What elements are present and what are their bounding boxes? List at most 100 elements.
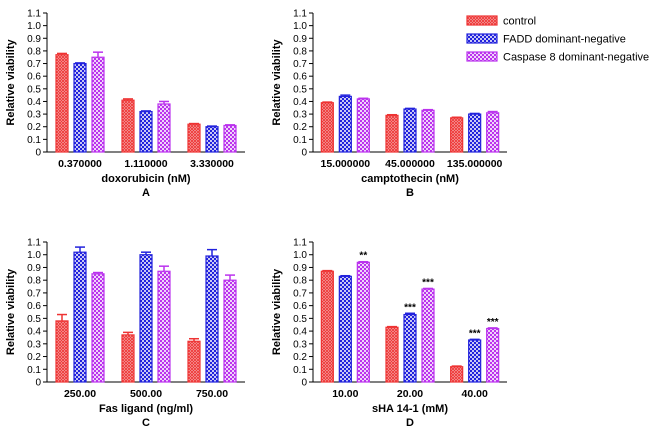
bar-caspase-8-dominant-negative-2 <box>223 279 237 383</box>
x-axis-title: Fas ligand (ng/ml) <box>99 403 193 415</box>
y-tick-label: 0.4 <box>293 327 307 338</box>
x-tick-label: 750.00 <box>196 388 228 400</box>
x-tick-label: 500.00 <box>130 388 162 400</box>
y-tick-label: 0.5 <box>293 314 307 325</box>
legend: control FADD dominant-negative Caspase 8 d… <box>466 15 649 64</box>
y-tick-label: 0.4 <box>27 327 41 338</box>
y-tick-label: 0.7 <box>293 288 307 299</box>
y-tick-label: 0.3 <box>293 339 307 350</box>
x-axis-title: sHA 14-1 (mM) <box>372 403 448 415</box>
bar-control-1 <box>385 326 399 383</box>
legend-label: FADD dominant-negative <box>503 34 626 46</box>
y-tick-label: 0.5 <box>27 314 41 325</box>
y-tick-label: 0.4 <box>293 97 307 108</box>
x-tick-label: 10.00 <box>332 388 358 400</box>
y-tick-label: 0 <box>301 378 307 389</box>
bar-fadd-dominant-negative-1 <box>139 254 153 383</box>
y-tick-label: 0.4 <box>27 97 41 108</box>
chart-panel-c: 0 0.1 0.2 0.30.4 0.5 0.6 0.70.8 0.9 1.01.1 Relati… <box>5 238 245 429</box>
y-tick-label: 1.1 <box>293 9 307 20</box>
x-axis-title: camptothecin (nM) <box>361 173 459 185</box>
y-tick-label: 0.2 <box>293 352 307 363</box>
y-tick-label: 0.1 <box>293 365 307 376</box>
bar-control-1 <box>121 99 135 153</box>
bar-fadd-dominant-negative-0 <box>338 95 352 153</box>
y-tick-label: 0.3 <box>27 339 41 350</box>
y-tick-label: 0.8 <box>27 46 41 57</box>
bar-control-1 <box>121 334 135 383</box>
y-tick-label: 1.1 <box>27 238 41 249</box>
legend-label: control <box>503 16 536 28</box>
bar-caspase-8-dominant-negative-0 <box>91 273 105 383</box>
y-tick-label: 1.0 <box>293 250 307 261</box>
y-tick-label: 0.6 <box>293 72 307 83</box>
x-tick-label: 20.00 <box>397 388 423 400</box>
y-tick-label: 1.1 <box>293 238 307 249</box>
y-tick-label: 0.6 <box>293 301 307 312</box>
bar-control-0 <box>320 102 334 153</box>
bar-caspase-8-dominant-negative-1 <box>421 109 435 153</box>
bar-caspase-8-dominant-negative-2 <box>223 124 237 153</box>
y-tick-label: 0.9 <box>293 263 307 274</box>
x-axis-title: doxorubicin (nM) <box>101 173 191 185</box>
x-tick-label: 135.000000 <box>447 158 503 170</box>
y-tick-label: 0.8 <box>293 276 307 287</box>
bar-fadd-dominant-negative-2 <box>205 126 219 153</box>
y-axis-title: Relative viability <box>5 268 17 355</box>
bar-fadd-dominant-negative-1 <box>403 108 417 153</box>
x-tick-label: 250.00 <box>64 388 96 400</box>
bar-control-1 <box>385 114 399 153</box>
bar-caspase-8-dominant-negative-1 <box>421 288 435 383</box>
panels: 00.10.20.30.40.50.60.70.80.91.01.1Relati… <box>5 9 507 429</box>
significance-label: ** <box>359 251 367 262</box>
x-tick-label: 15.000000 <box>321 158 371 170</box>
bar-fadd-dominant-negative-1 <box>403 313 417 383</box>
panel-letter: D <box>406 417 414 429</box>
legend-swatch <box>466 51 498 62</box>
bar-control-0 <box>55 320 69 383</box>
bar-control-2 <box>187 340 201 383</box>
legend-item-0: control <box>466 15 536 28</box>
y-tick-label: 1.0 <box>27 250 41 261</box>
significance-label: *** <box>469 328 481 339</box>
y-tick-label: 0.6 <box>27 72 41 83</box>
bar-caspase-8-dominant-negative-0 <box>91 56 105 153</box>
legend-label: Caspase 8 dominant-negative <box>503 52 649 64</box>
bar-fadd-dominant-negative-2 <box>468 113 482 153</box>
y-tick-label: 0.7 <box>27 288 41 299</box>
y-tick-label: 0.8 <box>27 276 41 287</box>
bar-control-2 <box>450 366 464 383</box>
x-tick-label: 1.110000 <box>124 158 167 170</box>
legend-swatch <box>466 15 498 26</box>
chart-panel-a: 0 0.1 0.20.3 0.4 0.50.6 0.7 0.80.9 1.01.1 Relati… <box>5 9 245 199</box>
y-tick-label: 0.2 <box>27 352 41 363</box>
y-tick-label: 0.9 <box>27 34 41 45</box>
y-tick-label: 0.1 <box>293 135 307 146</box>
x-tick-label: 45.000000 <box>385 158 435 170</box>
y-tick-label: 0.1 <box>27 365 41 376</box>
y-tick-label: 0 <box>35 378 41 389</box>
y-tick-label: 0.9 <box>293 34 307 45</box>
panel-letter: B <box>406 187 414 199</box>
y-tick-label: 1.0 <box>27 21 41 32</box>
y-tick-label: 0.5 <box>27 84 41 95</box>
bar-fadd-dominant-negative-2 <box>468 339 482 383</box>
y-tick-label: 0.6 <box>27 301 41 312</box>
significance-label: *** <box>422 277 434 288</box>
y-tick-label: 0 <box>301 148 307 159</box>
bar-control-2 <box>450 117 464 153</box>
bar-fadd-dominant-negative-1 <box>139 110 153 153</box>
significance-label: *** <box>487 317 499 328</box>
legend-item-1: FADD dominant-negative <box>466 33 626 46</box>
y-tick-label: 0.8 <box>293 46 307 57</box>
bar-fadd-dominant-negative-0 <box>73 62 87 153</box>
y-tick-label: 0.1 <box>27 135 41 146</box>
x-tick-label: 0.370000 <box>58 158 102 170</box>
x-tick-label: 40.00 <box>462 388 488 400</box>
bar-control-0 <box>320 270 334 383</box>
bar-caspase-8-dominant-negative-2 <box>486 112 500 153</box>
bar-control-0 <box>55 54 69 153</box>
bar-caspase-8-dominant-negative-2 <box>486 327 500 383</box>
panel-letter: A <box>142 187 150 199</box>
